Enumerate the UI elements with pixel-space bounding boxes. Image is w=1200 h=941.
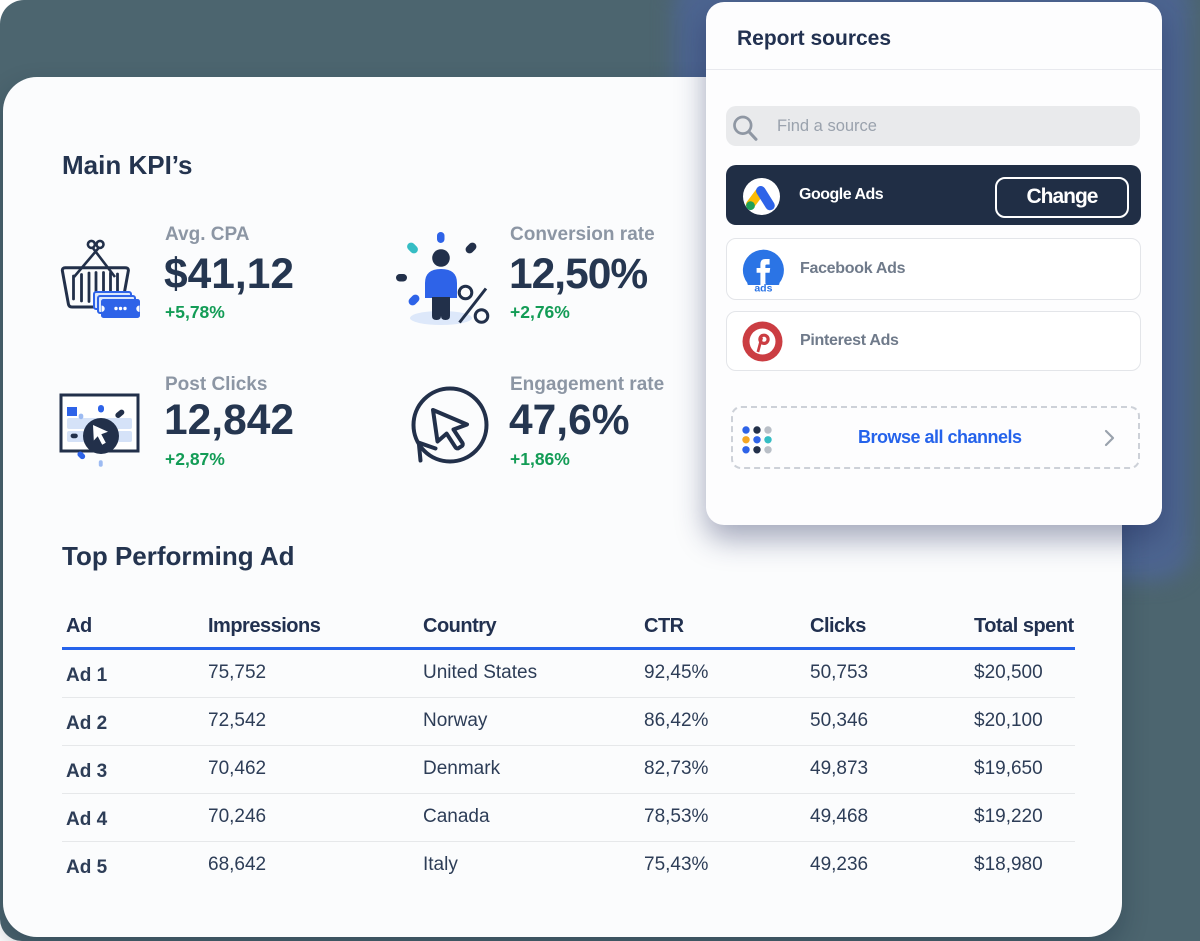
svg-text:ads: ads xyxy=(754,282,772,294)
